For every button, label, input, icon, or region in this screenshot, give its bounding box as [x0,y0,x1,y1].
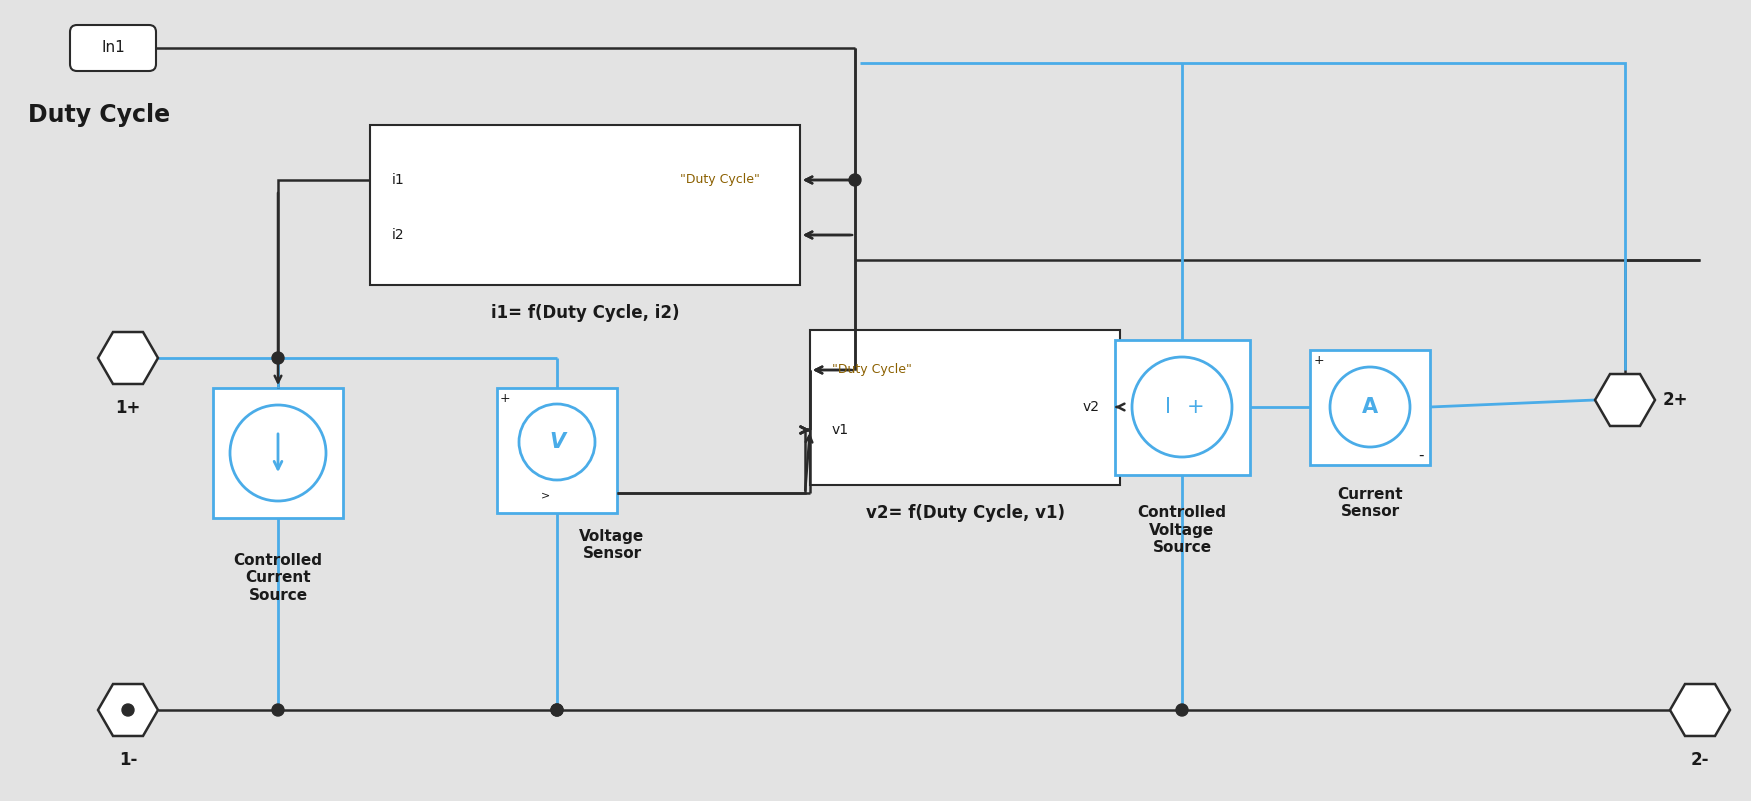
Text: Duty Cycle: Duty Cycle [28,103,170,127]
Text: Current
Sensor: Current Sensor [1338,487,1403,519]
Text: Voltage
Sensor: Voltage Sensor [580,529,644,562]
Circle shape [1131,357,1233,457]
Bar [1310,350,1431,465]
Bar [811,330,1121,485]
Circle shape [271,352,284,364]
Polygon shape [98,332,158,384]
Text: Controlled
Current
Source: Controlled Current Source [233,553,322,603]
Text: -: - [1418,448,1424,462]
Text: 2-: 2- [1691,751,1709,769]
Circle shape [552,704,564,716]
Circle shape [849,174,861,186]
Text: v2= f(Duty Cycle, v1): v2= f(Duty Cycle, v1) [865,504,1065,522]
Bar [1115,340,1250,475]
Text: 2+: 2+ [1662,391,1688,409]
Circle shape [1177,704,1187,716]
Text: i1: i1 [392,173,404,187]
Text: I: I [1164,397,1171,417]
Text: +: + [1187,397,1205,417]
Text: "Duty Cycle": "Duty Cycle" [832,364,912,376]
Text: +: + [499,392,510,405]
Circle shape [552,704,564,716]
Circle shape [271,704,284,716]
Text: A: A [1362,397,1378,417]
Text: v1: v1 [832,423,849,437]
Text: In1: In1 [102,41,124,55]
Bar [214,388,343,518]
Circle shape [1331,367,1410,447]
Circle shape [518,404,595,480]
Text: Controlled
Voltage
Source: Controlled Voltage Source [1138,505,1226,555]
Circle shape [123,704,135,716]
Bar [369,125,800,285]
Circle shape [229,405,326,501]
Text: i2: i2 [392,228,404,242]
Polygon shape [1670,684,1730,736]
Polygon shape [1595,374,1655,426]
FancyBboxPatch shape [70,25,156,71]
Polygon shape [98,684,158,736]
Text: +: + [1313,353,1324,367]
Bar [497,388,616,513]
Text: i1= f(Duty Cycle, i2): i1= f(Duty Cycle, i2) [490,304,679,322]
Text: >: > [541,490,550,500]
Text: v2: v2 [1084,400,1100,414]
Text: 1-: 1- [119,751,137,769]
Text: V: V [548,432,566,452]
Text: "Duty Cycle": "Duty Cycle" [679,174,760,187]
Text: 1+: 1+ [116,399,140,417]
